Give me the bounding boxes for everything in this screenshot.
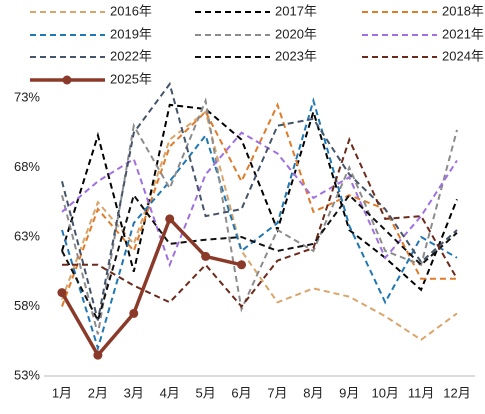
- x-tick-label: 7月: [267, 385, 287, 400]
- x-tick-label: 4月: [160, 385, 180, 400]
- x-tick-label: 3月: [124, 385, 144, 400]
- series-line: [61, 192, 458, 324]
- legend-label: 2019年: [110, 26, 152, 41]
- x-tick-label: 9月: [339, 385, 359, 400]
- x-tick-label: 2月: [88, 385, 108, 400]
- series-line: [62, 136, 458, 309]
- legend-marker: [62, 75, 72, 85]
- series-line: [61, 81, 458, 321]
- legend-label: 2016年: [110, 3, 152, 18]
- x-tick-label: 1月: [52, 385, 72, 400]
- legend-label: 2018年: [442, 3, 484, 18]
- x-tick-label: 10月: [371, 385, 398, 400]
- legend-label: 2022年: [110, 48, 152, 63]
- series-line: [61, 102, 457, 307]
- legend-label: 2017年: [275, 3, 317, 18]
- point: [165, 214, 175, 224]
- point: [57, 288, 67, 298]
- y-tick-label: 63%: [14, 228, 40, 243]
- legend-label: 2021年: [442, 26, 484, 41]
- legend-label: 2020年: [275, 26, 317, 41]
- y-tick-label: 68%: [14, 159, 40, 174]
- x-tick-label: 12月: [443, 385, 470, 400]
- series-line: [60, 215, 242, 359]
- x-tick-label: 6月: [231, 385, 251, 400]
- x-tick-label: 11月: [408, 385, 435, 400]
- legend-label: 2023年: [275, 48, 317, 63]
- point: [201, 251, 211, 261]
- y-tick-label: 73%: [14, 89, 40, 104]
- y-tick-label: 53%: [14, 367, 40, 382]
- y-tick-label: 58%: [14, 298, 40, 313]
- series-line: [61, 110, 458, 342]
- point: [237, 260, 247, 270]
- legend-label: 2024年: [442, 48, 484, 63]
- point: [129, 308, 139, 318]
- point: [93, 350, 103, 360]
- x-tick-label: 8月: [303, 385, 323, 400]
- series-line: [61, 97, 458, 335]
- legend-label: 2025年: [110, 71, 152, 86]
- series-line: [61, 103, 458, 292]
- x-tick-label: 5月: [196, 385, 216, 400]
- series-line: [61, 97, 458, 352]
